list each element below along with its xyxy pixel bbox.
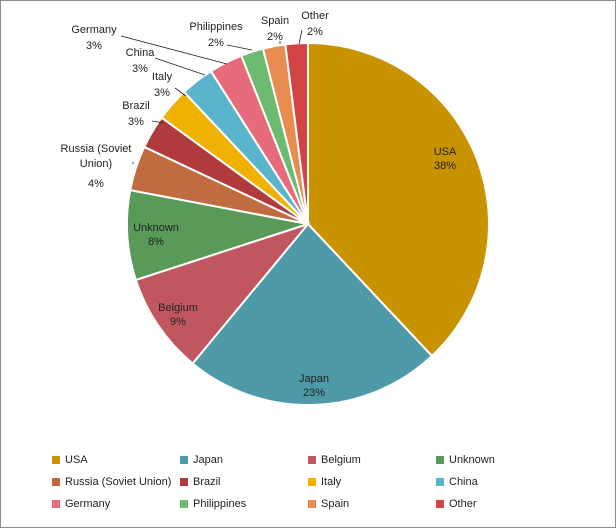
- slice-label-china: China: [126, 47, 156, 59]
- legend-label-usa: USA: [65, 454, 88, 466]
- leader-line-other: [298, 29, 303, 45]
- leader-line-philippines: [226, 44, 253, 51]
- legend-label-other: Other: [449, 498, 477, 510]
- legend-label-japan: Japan: [193, 454, 223, 466]
- pie-slice-usa: [307, 41, 490, 358]
- slice-percent-spain: 2%: [267, 31, 283, 43]
- legend-swatch-philippines: [180, 500, 188, 508]
- legend-swatch-japan: [180, 456, 188, 464]
- pie-slice-unknown: [126, 188, 309, 282]
- chart-legend: USA Japan Belgium Unknown Russia (Soviet Uni…: [52, 452, 592, 512]
- legend-item-spain: Spain: [308, 496, 436, 512]
- leader-line-italy: [174, 87, 187, 97]
- slice-percent-other: 2%: [307, 26, 323, 38]
- legend-item-japan: Japan: [180, 452, 308, 468]
- legend-item-other: Other: [436, 496, 564, 512]
- legend-item-germany: Germany: [52, 496, 180, 512]
- slice-percent-belgium: 9%: [170, 316, 186, 328]
- slice-percent-unknown: 8%: [148, 236, 164, 248]
- slice-label-japan: Japan: [299, 373, 329, 385]
- slice-label-brazil: Brazil: [122, 100, 150, 112]
- slice-label-russia-soviet-union-1: Russia (Soviet: [61, 143, 132, 155]
- legend-label-china: China: [449, 476, 478, 488]
- legend-item-usa: USA: [52, 452, 180, 468]
- legend-label-italy: Italy: [321, 476, 342, 488]
- legend-swatch-brazil: [180, 478, 188, 486]
- legend-swatch-russia-soviet-union: [52, 478, 60, 486]
- legend-label-philippines: Philippines: [193, 498, 247, 510]
- pie-chart: USA 38% Japan 23% Belgium 9% Unknown 8% Russia (…: [61, 10, 490, 406]
- slice-percent-germany: 3%: [86, 40, 102, 52]
- leader-line-china: [154, 57, 206, 76]
- legend-swatch-italy: [308, 478, 316, 486]
- leader-line-germany: [120, 35, 228, 65]
- pie-slice-belgium: [134, 221, 311, 365]
- legend-swatch-china: [436, 478, 444, 486]
- slice-percent-japan: 23%: [303, 387, 325, 399]
- slice-percent-china: 3%: [132, 63, 148, 75]
- slice-percent-brazil: 3%: [128, 116, 144, 128]
- slice-label-other: Other: [301, 10, 329, 22]
- legend-item-belgium: Belgium: [308, 452, 436, 468]
- leader-line-brazil: [151, 120, 165, 124]
- slice-label-spain: Spain: [261, 15, 289, 27]
- legend-label-germany: Germany: [65, 498, 111, 510]
- legend-item-unknown: Unknown: [436, 452, 564, 468]
- slice-label-belgium: Belgium: [158, 302, 198, 314]
- legend-label-belgium: Belgium: [321, 454, 361, 466]
- slice-percent-usa: 38%: [434, 160, 456, 172]
- slice-label-usa: USA: [434, 146, 457, 158]
- slice-label-russia-soviet-union-2: Union): [80, 158, 112, 170]
- legend-swatch-spain: [308, 500, 316, 508]
- slice-percent-philippines: 2%: [208, 37, 224, 49]
- legend-swatch-germany: [52, 500, 60, 508]
- legend-label-russia-soviet-union: Russia (Soviet Union): [65, 476, 172, 488]
- legend-label-unknown: Unknown: [449, 454, 495, 466]
- legend-label-spain: Spain: [321, 498, 350, 510]
- legend-item-russia-soviet-union: Russia (Soviet Union): [52, 474, 180, 490]
- legend-swatch-usa: [52, 456, 60, 464]
- slice-percent-italy: 3%: [154, 87, 170, 99]
- legend-swatch-other: [436, 500, 444, 508]
- legend-item-italy: Italy: [308, 474, 436, 490]
- slice-label-philippines: Philippines: [189, 21, 243, 33]
- legend-item-china: China: [436, 474, 564, 490]
- slice-label-germany: Germany: [71, 24, 117, 36]
- legend-swatch-unknown: [436, 456, 444, 464]
- legend-label-brazil: Brazil: [193, 476, 221, 488]
- legend-item-brazil: Brazil: [180, 474, 308, 490]
- slice-percent-russia-soviet-union: 4%: [88, 178, 104, 190]
- pie-slice-japan: [191, 222, 434, 406]
- slice-label-italy: Italy: [152, 71, 173, 83]
- legend-swatch-belgium: [308, 456, 316, 464]
- pie-slice-other: [284, 41, 309, 225]
- slice-label-unknown: Unknown: [133, 222, 179, 234]
- legend-item-philippines: Philippines: [180, 496, 308, 512]
